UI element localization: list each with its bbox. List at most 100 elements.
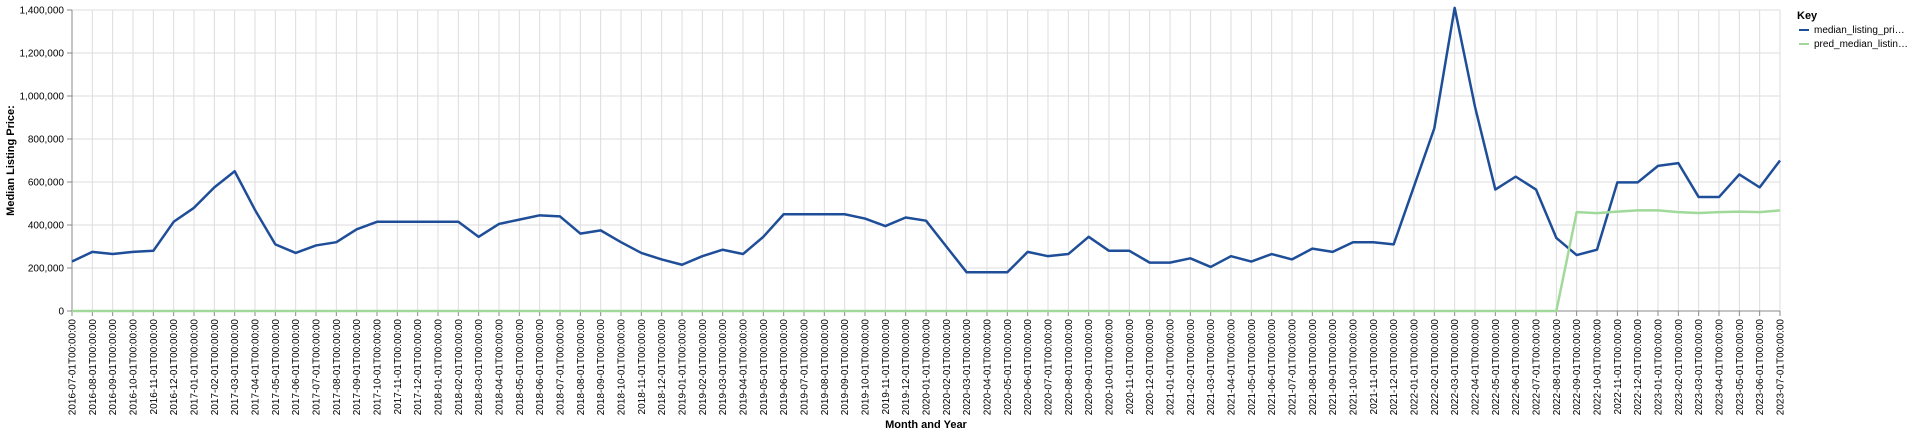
x-tick-label: 2018-08-01T00:00:00 xyxy=(576,319,587,416)
x-tick-label: 2021-04-01T00:00:00 xyxy=(1227,319,1238,416)
series-line-pred xyxy=(72,209,1781,313)
x-tick-label: 2020-09-01T00:00:00 xyxy=(1084,319,1095,416)
x-tick-label: 2021-08-01T00:00:00 xyxy=(1308,319,1319,416)
x-tick-label: 2022-06-01T00:00:00 xyxy=(1511,319,1522,416)
x-tick-label: 2022-02-01T00:00:00 xyxy=(1430,319,1441,416)
x-tick-label: 2016-11-01T00:00:00 xyxy=(149,319,160,415)
x-tick-label: 2018-10-01T00:00:00 xyxy=(617,319,628,416)
x-tick-label: 2023-05-01T00:00:00 xyxy=(1735,319,1746,416)
x-tick-label: 2018-07-01T00:00:00 xyxy=(556,319,567,416)
x-tick-label: 2022-12-01T00:00:00 xyxy=(1633,319,1644,416)
x-tick-label: 2019-08-01T00:00:00 xyxy=(820,319,831,416)
legend-label-median: median_listing_pri… xyxy=(1814,25,1905,36)
x-tick-label: 2021-11-01T00:00:00 xyxy=(1369,319,1380,415)
x-tick-label: 2019-11-01T00:00:00 xyxy=(881,319,892,415)
y-tick-label: 600,000 xyxy=(28,178,65,189)
x-tick-label: 2017-04-01T00:00:00 xyxy=(251,319,262,416)
x-tick-label: 2021-05-01T00:00:00 xyxy=(1247,319,1258,416)
x-tick-label: 2021-07-01T00:00:00 xyxy=(1288,319,1299,416)
x-axis: 2016-07-01T00:00:00 2016-08-01T00:00:00 20… xyxy=(68,310,1787,416)
legend-title: Key xyxy=(1797,10,1818,22)
x-tick-label: 2022-11-01T00:00:00 xyxy=(1613,319,1624,415)
x-tick-label: 2022-03-01T00:00:00 xyxy=(1450,319,1461,416)
x-tick-label: 2019-03-01T00:00:00 xyxy=(718,319,729,416)
x-tick-label: 2019-01-01T00:00:00 xyxy=(678,319,689,416)
x-tick-label: 2019-02-01T00:00:00 xyxy=(698,319,709,416)
x-tick-label: 2020-04-01T00:00:00 xyxy=(983,319,994,416)
y-tick-label: 400,000 xyxy=(28,221,65,232)
x-tick-label: 2018-06-01T00:00:00 xyxy=(535,319,546,416)
x-tick-label: 2023-04-01T00:00:00 xyxy=(1715,319,1726,416)
y-tick-label: 200,000 xyxy=(28,264,65,275)
x-tick-label: 2021-02-01T00:00:00 xyxy=(1186,319,1197,416)
y-tick-label: 800,000 xyxy=(28,135,65,146)
x-tick-label: 2021-12-01T00:00:00 xyxy=(1389,319,1400,416)
x-tick-label: 2017-03-01T00:00:00 xyxy=(230,319,241,416)
x-tick-label: 2023-06-01T00:00:00 xyxy=(1755,319,1766,416)
x-tick-label: 2017-11-01T00:00:00 xyxy=(393,319,404,415)
x-tick-label: 2022-04-01T00:00:00 xyxy=(1471,319,1482,416)
x-tick-label: 2020-12-01T00:00:00 xyxy=(1145,319,1156,416)
x-tick-label: 2023-02-01T00:00:00 xyxy=(1674,319,1685,416)
x-tick-label: 2020-01-01T00:00:00 xyxy=(922,319,933,416)
x-tick-label: 2018-03-01T00:00:00 xyxy=(474,319,485,416)
x-tick-label: 2022-09-01T00:00:00 xyxy=(1572,319,1583,416)
x-tick-label: 2021-10-01T00:00:00 xyxy=(1349,319,1360,416)
x-tick-label: 2016-08-01T00:00:00 xyxy=(88,319,99,416)
x-tick-label: 2017-09-01T00:00:00 xyxy=(352,319,363,416)
x-tick-label: 2021-03-01T00:00:00 xyxy=(1206,319,1217,416)
legend: Key median_listing_pri… pred_median_list… xyxy=(1797,10,1908,50)
x-tick-label: 2021-09-01T00:00:00 xyxy=(1328,319,1339,416)
legend-entry-pred: pred_median_listin… xyxy=(1799,39,1908,50)
x-tick-label: 2019-07-01T00:00:00 xyxy=(800,319,811,416)
x-tick-label: 2016-12-01T00:00:00 xyxy=(169,319,180,416)
x-tick-label: 2020-07-01T00:00:00 xyxy=(1044,319,1055,416)
x-tick-label: 2020-05-01T00:00:00 xyxy=(1003,319,1014,416)
x-tick-label: 2022-05-01T00:00:00 xyxy=(1491,319,1502,416)
x-tick-label: 2021-01-01T00:00:00 xyxy=(1166,319,1177,416)
x-tick-label: 2022-01-01T00:00:00 xyxy=(1410,319,1421,416)
series-line-median xyxy=(71,6,1781,274)
x-tick-label: 2017-12-01T00:00:00 xyxy=(413,319,424,416)
x-tick-label: 2019-05-01T00:00:00 xyxy=(759,319,770,416)
x-tick-label: 2023-03-01T00:00:00 xyxy=(1694,319,1705,416)
y-tick-label: 1,000,000 xyxy=(20,92,65,103)
x-tick-label: 2018-01-01T00:00:00 xyxy=(434,319,445,416)
y-tick-label: 1,400,000 xyxy=(20,6,65,17)
x-tick-label: 2018-11-01T00:00:00 xyxy=(637,319,648,415)
x-tick-label: 2017-07-01T00:00:00 xyxy=(312,319,323,416)
x-tick-label: 2017-01-01T00:00:00 xyxy=(190,319,201,416)
x-tick-label: 2018-12-01T00:00:00 xyxy=(657,319,668,416)
legend-entry-median: median_listing_pri… xyxy=(1799,25,1905,36)
x-tick-label: 2017-08-01T00:00:00 xyxy=(332,319,343,416)
x-tick-label: 2022-10-01T00:00:00 xyxy=(1593,319,1604,416)
y-tick-label: 0 xyxy=(58,307,64,318)
y-axis-title: Median Listing Price: xyxy=(5,105,17,216)
x-tick-label: 2017-02-01T00:00:00 xyxy=(210,319,221,416)
x-tick-label: 2016-09-01T00:00:00 xyxy=(108,319,119,416)
x-tick-label: 2017-06-01T00:00:00 xyxy=(291,319,302,416)
x-tick-label: 2023-01-01T00:00:00 xyxy=(1654,319,1665,416)
x-tick-label: 2016-07-01T00:00:00 xyxy=(68,319,79,416)
x-tick-label: 2019-10-01T00:00:00 xyxy=(861,319,872,416)
series-lines xyxy=(71,6,1781,313)
x-tick-label: 2019-04-01T00:00:00 xyxy=(739,319,750,416)
x-tick-label: 2019-09-01T00:00:00 xyxy=(840,319,851,416)
x-tick-label: 2020-08-01T00:00:00 xyxy=(1064,319,1075,416)
x-tick-label: 2020-03-01T00:00:00 xyxy=(962,319,973,416)
x-axis-title: Month and Year xyxy=(885,419,967,431)
grid xyxy=(71,9,1781,312)
x-tick-label: 2019-12-01T00:00:00 xyxy=(901,319,912,416)
x-tick-label: 2020-10-01T00:00:00 xyxy=(1105,319,1116,416)
x-tick-label: 2021-06-01T00:00:00 xyxy=(1267,319,1278,416)
legend-label-pred: pred_median_listin… xyxy=(1814,39,1908,50)
x-tick-label: 2017-10-01T00:00:00 xyxy=(373,319,384,416)
x-tick-label: 2018-05-01T00:00:00 xyxy=(515,319,526,416)
x-tick-label: 2019-06-01T00:00:00 xyxy=(779,319,790,416)
x-tick-label: 2022-08-01T00:00:00 xyxy=(1552,319,1563,416)
x-tick-label: 2020-11-01T00:00:00 xyxy=(1125,319,1136,415)
x-tick-label: 2020-02-01T00:00:00 xyxy=(942,319,953,416)
x-tick-label: 2018-09-01T00:00:00 xyxy=(596,319,607,416)
x-tick-label: 2020-06-01T00:00:00 xyxy=(1023,319,1034,416)
